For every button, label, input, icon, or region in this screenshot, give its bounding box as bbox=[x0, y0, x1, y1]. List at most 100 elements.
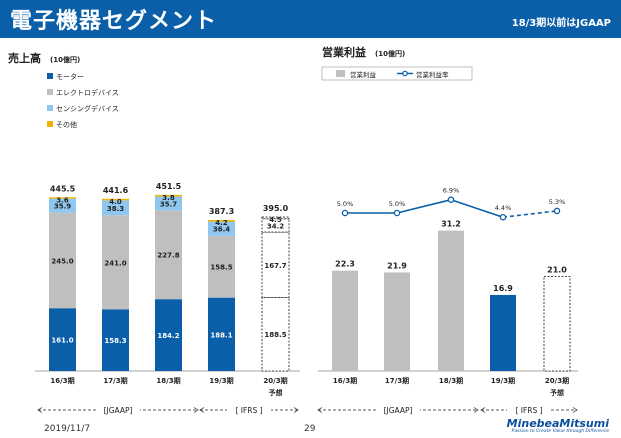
revenue-unit: (10億円) bbox=[50, 55, 80, 64]
revenue-bar-3-2 bbox=[155, 194, 182, 197]
revenue-bar-1-2 bbox=[155, 210, 182, 300]
profit-period-jgaap-arrow-right bbox=[473, 407, 479, 413]
revenue-value-label-3-1: 4.0 bbox=[109, 198, 122, 206]
profit-period-jgaap-label-bg bbox=[376, 404, 420, 415]
company-logo: MinebeaMitsumi Passion to Create Value t… bbox=[507, 418, 609, 434]
revenue-bar-0-2 bbox=[155, 299, 182, 371]
profit-period-ifrs-label: [ IFRS ] bbox=[515, 406, 542, 415]
profit-bar-3 bbox=[490, 294, 516, 371]
footer-date: 2019/11/7 bbox=[44, 424, 91, 434]
gaap-note: 18/3期以前はJGAAP bbox=[511, 18, 611, 29]
profit-category-label-3: 19/3期 bbox=[491, 376, 515, 385]
revenue-value-label-1-3: 158.5 bbox=[210, 264, 232, 272]
revenue-period-ifrs-arrow-left bbox=[199, 407, 205, 413]
revenue-period-ifrs-label: [ IFRS ] bbox=[235, 406, 262, 415]
legend-label-2: センシングデバイス bbox=[56, 104, 119, 113]
logo-name: MinebeaMitsumi bbox=[506, 417, 609, 430]
revenue-bar-1-1 bbox=[102, 215, 129, 310]
rate-point-2 bbox=[447, 196, 455, 203]
legend-label-3: その他 bbox=[56, 120, 77, 129]
profit-bar-2 bbox=[438, 230, 464, 371]
revenue-period-jgaap-label: [JGAAP] bbox=[104, 406, 133, 415]
revenue-total-label-4: 395.0 bbox=[263, 204, 289, 213]
revenue-value-label-2-4: 34.2 bbox=[267, 222, 284, 230]
revenue-total-label-3: 387.3 bbox=[209, 207, 234, 216]
rate-line-segment-1 bbox=[396, 198, 452, 214]
revenue-bar-3-3 bbox=[208, 219, 235, 222]
profit-category-label-4: 20/3期 bbox=[545, 376, 569, 385]
revenue-value-label-1-4: 167.7 bbox=[264, 262, 286, 270]
profit-bar-4 bbox=[543, 276, 571, 372]
rate-point-1 bbox=[393, 209, 401, 217]
rate-label-4: 5.3% bbox=[549, 198, 566, 206]
revenue-bar-0-0 bbox=[49, 308, 76, 371]
rate-line-segment-2 bbox=[450, 198, 504, 218]
profit-title: 営業利益 bbox=[322, 45, 366, 59]
revenue-period-ifrs-label-bg bbox=[227, 404, 271, 415]
revenue-period-jgaap-arrow-left bbox=[37, 407, 43, 413]
revenue-value-label-0-2: 184.2 bbox=[157, 332, 179, 340]
rate-label-0: 5.0% bbox=[337, 200, 354, 208]
profit-forecast-label: 予想 bbox=[550, 388, 564, 397]
rate-point-4 bbox=[553, 207, 561, 215]
legend-swatch-1 bbox=[47, 89, 53, 95]
revenue-value-label-1-1: 241.0 bbox=[104, 259, 126, 267]
revenue-bar-0-4 bbox=[261, 297, 290, 372]
legend-swatch-0 bbox=[47, 73, 53, 79]
profit-period-ifrs-arrow-right bbox=[572, 407, 578, 413]
revenue-bar-0-3 bbox=[208, 297, 235, 371]
profit-value-label-4: 21.0 bbox=[547, 266, 567, 275]
revenue-category-label-0: 16/3期 bbox=[50, 376, 74, 385]
revenue-category-label-4: 20/3期 bbox=[263, 376, 287, 385]
revenue-value-label-0-4: 188.5 bbox=[264, 331, 286, 339]
revenue-bar-2-3 bbox=[208, 221, 235, 236]
revenue-value-label-2-3: 36.4 bbox=[213, 226, 230, 234]
rate-point-0 bbox=[341, 209, 349, 217]
legend-label-1: エレクトロデバイス bbox=[56, 88, 119, 97]
profit-value-label-0: 22.3 bbox=[335, 260, 355, 269]
profit-legend-bar-label: 営業利益 bbox=[350, 70, 377, 79]
revenue-bar-2-1 bbox=[102, 200, 129, 216]
revenue-period-jgaap-label-bg bbox=[96, 404, 140, 415]
revenue-period-ifrs-arrow-right bbox=[293, 407, 299, 413]
profit-period-ifrs-arrow-left bbox=[480, 407, 486, 413]
revenue-forecast-label: 予想 bbox=[269, 388, 283, 397]
revenue-bar-1-4 bbox=[261, 231, 290, 298]
legend-swatch-2 bbox=[47, 105, 53, 111]
revenue-value-label-3-3: 4.2 bbox=[215, 219, 228, 227]
revenue-bar-2-2 bbox=[155, 196, 182, 211]
revenue-value-label-2-0: 35.9 bbox=[54, 203, 71, 211]
revenue-category-label-3: 19/3期 bbox=[209, 376, 233, 385]
revenue-bar-1-3 bbox=[208, 235, 235, 298]
profit-category-label-0: 16/3期 bbox=[333, 376, 357, 385]
revenue-bar-2-4 bbox=[261, 218, 290, 233]
rate-line-segment-3 bbox=[502, 210, 558, 218]
revenue-value-label-2-1: 38.3 bbox=[107, 205, 124, 213]
profit-category-label-1: 17/3期 bbox=[385, 376, 409, 385]
logo-tagline: Passion to Create Value through Differen… bbox=[511, 429, 609, 434]
slide-header: 電子機器セグメント 18/3期以前はJGAAP bbox=[0, 0, 621, 38]
rate-label-2: 6.9% bbox=[443, 187, 460, 195]
rate-label-3: 4.4% bbox=[495, 204, 512, 212]
revenue-bar-2-0 bbox=[49, 198, 76, 213]
revenue-total-label-0: 445.5 bbox=[50, 184, 76, 193]
profit-value-label-3: 16.9 bbox=[493, 284, 513, 293]
page-number: 29 bbox=[304, 424, 316, 434]
revenue-value-label-0-3: 188.1 bbox=[210, 331, 232, 339]
rate-label-1: 5.0% bbox=[389, 200, 406, 208]
profit-value-label-2: 31.2 bbox=[441, 220, 461, 229]
revenue-value-label-1-2: 227.8 bbox=[157, 252, 179, 260]
profit-period-jgaap-label: [JGAAP] bbox=[384, 406, 413, 415]
revenue-value-label-2-2: 35.7 bbox=[160, 200, 177, 208]
profit-bar-0 bbox=[332, 270, 358, 371]
revenue-bar-3-1 bbox=[102, 198, 129, 201]
legend-swatch-3 bbox=[47, 121, 53, 127]
revenue-bar-3-4 bbox=[261, 216, 290, 220]
rate-point-3 bbox=[499, 213, 507, 221]
profit-period-ifrs-label-bg bbox=[507, 404, 551, 415]
revenue-title: 売上高 bbox=[8, 51, 41, 65]
profit-legend-bar-swatch bbox=[336, 70, 345, 77]
slide-title: 電子機器セグメント bbox=[10, 9, 218, 34]
profit-unit: (10億円) bbox=[375, 49, 405, 58]
